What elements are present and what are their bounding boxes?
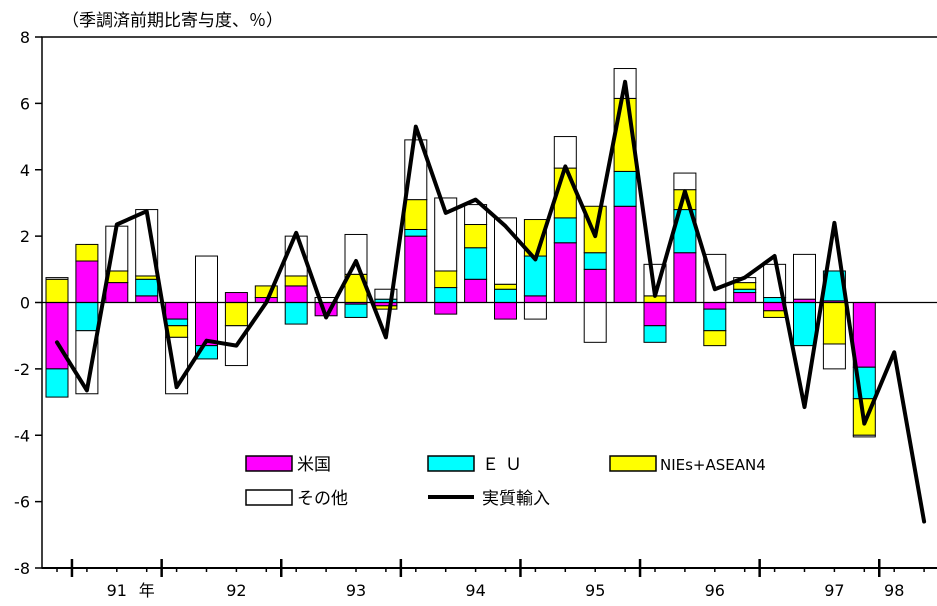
- bar-eu: [75, 302, 99, 332]
- bar-asia: [703, 330, 727, 347]
- y-tick-label: 4: [20, 161, 30, 180]
- bar-eu: [643, 325, 667, 343]
- bar-asia: [763, 310, 787, 318]
- bar-asia: [733, 282, 757, 290]
- bar-us: [224, 292, 248, 304]
- legend-label-total: 実質輸入: [482, 489, 550, 509]
- bar-us: [494, 302, 517, 320]
- x-tick-label: 年: [139, 581, 155, 600]
- x-tick-label: 95: [585, 581, 605, 600]
- bar-us: [523, 295, 547, 303]
- x-tick-label: 94: [465, 581, 485, 600]
- bar-us: [583, 268, 607, 303]
- bar-asia: [75, 243, 99, 262]
- x-tick-label: 96: [705, 581, 725, 600]
- unit-label: （季調済前期比寄与度、％）: [62, 11, 283, 31]
- bar-eu: [613, 170, 637, 207]
- bar-asia: [224, 302, 248, 327]
- bar-us: [45, 302, 69, 370]
- bar-other: [793, 253, 816, 300]
- bar-eu: [583, 252, 607, 270]
- bar-asia: [434, 270, 458, 289]
- bar-us: [613, 205, 637, 304]
- y-tick-label: 6: [20, 94, 30, 113]
- line-total: [55, 79, 927, 524]
- bar-us: [105, 282, 129, 303]
- x-tick-label: 91: [107, 581, 127, 600]
- bar-us: [464, 278, 488, 303]
- bar-asia: [284, 275, 308, 287]
- bar-other: [583, 302, 607, 343]
- bar-asia: [822, 302, 846, 345]
- bar-us: [434, 302, 458, 315]
- bar-us: [733, 292, 757, 304]
- bar-us: [852, 302, 876, 368]
- bar-eu: [45, 368, 69, 398]
- bar-us: [703, 302, 727, 310]
- y-tick-label: -2: [14, 360, 30, 379]
- bar-other: [434, 197, 458, 272]
- bar-us: [553, 242, 577, 303]
- bar-us: [284, 285, 308, 303]
- bar-eu: [344, 303, 368, 318]
- x-tick-label: 92: [226, 581, 246, 600]
- legend-swatch-other: [245, 489, 293, 506]
- bar-asia: [374, 305, 398, 310]
- legend-swatch-asia: [609, 455, 657, 472]
- y-tick-label: -6: [14, 493, 30, 512]
- y-tick-label: 0: [20, 294, 30, 313]
- bar-us: [75, 260, 99, 303]
- bar-eu: [135, 278, 159, 297]
- bar-other: [464, 204, 488, 226]
- bar-other: [822, 343, 846, 370]
- bar-eu: [793, 302, 816, 347]
- bar-other: [374, 288, 398, 300]
- bar-eu: [523, 255, 547, 297]
- y-tick-label: -8: [14, 559, 30, 578]
- legend-swatch-us: [245, 455, 293, 472]
- bar-us: [673, 252, 697, 303]
- legend-label-asia: NIEs+ASEAN4: [660, 456, 766, 474]
- bar-other: [523, 302, 547, 320]
- bar-eu: [284, 302, 308, 325]
- legend-swatch-eu: [427, 455, 475, 472]
- bar-asia: [404, 199, 428, 230]
- legend-label-eu: ＥＵ: [482, 455, 528, 475]
- legend-label-us: 米国: [297, 455, 331, 475]
- bar-other: [344, 233, 368, 275]
- bar-us: [165, 302, 189, 320]
- bar-other: [195, 255, 218, 304]
- y-tick-label: 2: [20, 227, 30, 246]
- bar-us: [135, 295, 159, 303]
- legend-label-other: その他: [297, 489, 348, 509]
- x-tick-label: 93: [346, 581, 366, 600]
- bar-asia: [45, 278, 69, 303]
- bar-other: [673, 172, 697, 191]
- bar-asia: [464, 224, 488, 249]
- bar-eu: [434, 287, 458, 303]
- bar-eu: [464, 247, 488, 280]
- bar-us: [643, 302, 667, 327]
- bar-eu: [703, 308, 727, 332]
- bar-us: [404, 235, 428, 303]
- bar-other: [553, 136, 577, 169]
- bar-asia: [494, 283, 517, 290]
- y-tick-label: 8: [20, 28, 30, 47]
- bar-other: [45, 277, 69, 280]
- x-tick-label: 98: [884, 581, 904, 600]
- x-tick-label: 97: [824, 581, 844, 600]
- bar-other: [852, 434, 876, 438]
- bar-eu: [165, 318, 189, 327]
- y-tick-label: -4: [14, 426, 30, 445]
- bar-eu: [404, 228, 428, 237]
- bar-eu: [494, 288, 517, 304]
- bar-eu: [553, 217, 577, 244]
